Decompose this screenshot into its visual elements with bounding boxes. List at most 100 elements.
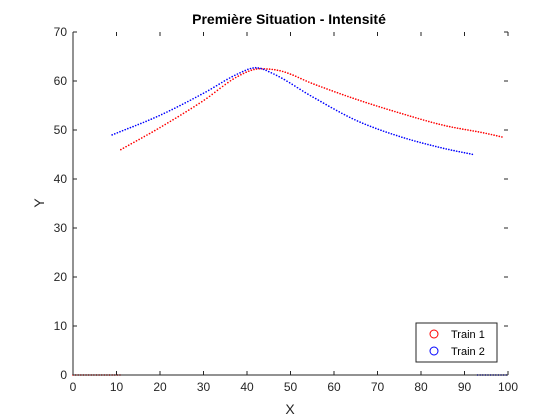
data-point xyxy=(445,148,448,150)
data-point xyxy=(292,74,294,77)
data-point xyxy=(307,81,310,83)
data-point xyxy=(143,135,146,138)
data-point xyxy=(151,131,154,133)
legend: Train 1 Train 2 xyxy=(415,322,498,363)
data-point xyxy=(294,75,297,78)
data-point xyxy=(373,104,375,106)
data-point xyxy=(370,103,373,106)
data-point xyxy=(317,99,320,101)
data-point xyxy=(266,68,268,70)
y-tick-label: 10 xyxy=(54,319,68,333)
x-axis-label: X xyxy=(285,401,295,417)
data-point xyxy=(435,122,438,125)
data-point xyxy=(461,151,463,154)
data-point xyxy=(429,144,432,146)
data-point xyxy=(430,121,433,124)
data-point xyxy=(466,152,468,155)
data-point xyxy=(279,69,281,72)
data-point xyxy=(498,135,501,138)
series-2 xyxy=(111,66,508,376)
data-point xyxy=(382,130,385,133)
x-tick-label: 20 xyxy=(153,380,167,394)
data-point xyxy=(232,78,234,80)
data-point xyxy=(219,87,221,90)
data-point xyxy=(280,77,283,79)
data-point xyxy=(493,134,495,136)
data-point xyxy=(216,89,219,92)
data-point xyxy=(234,76,237,79)
data-point xyxy=(111,134,113,136)
data-point xyxy=(304,91,307,94)
data-point xyxy=(148,132,151,135)
data-point xyxy=(440,146,442,149)
data-point xyxy=(314,97,317,100)
data-point xyxy=(247,70,250,73)
data-point xyxy=(129,126,132,129)
data-point xyxy=(411,139,414,142)
data-point xyxy=(471,153,474,156)
data-point xyxy=(147,119,150,122)
data-point xyxy=(394,110,396,113)
data-point xyxy=(464,128,467,131)
data-point xyxy=(180,114,182,116)
data-point xyxy=(177,115,180,118)
data-point xyxy=(301,90,304,92)
data-point xyxy=(454,126,456,129)
data-point xyxy=(198,102,200,105)
data-point xyxy=(119,130,121,133)
data-point xyxy=(202,92,205,95)
data-point xyxy=(312,96,314,99)
data-point xyxy=(227,81,229,84)
data-point xyxy=(335,109,338,112)
data-point xyxy=(257,67,260,69)
data-point xyxy=(169,120,172,123)
data-point xyxy=(438,123,441,126)
data-point xyxy=(352,97,354,100)
data-point xyxy=(168,109,171,112)
data-point xyxy=(488,133,490,135)
data-point xyxy=(390,132,393,135)
data-point xyxy=(193,105,195,108)
x-tick-label: 100 xyxy=(498,380,518,394)
data-point xyxy=(116,131,119,134)
data-point xyxy=(226,78,228,81)
data-point xyxy=(419,141,421,144)
data-point xyxy=(399,112,401,114)
data-point xyxy=(146,134,148,136)
data-point xyxy=(401,136,403,139)
data-point xyxy=(310,82,313,84)
data-point xyxy=(354,98,357,100)
data-point xyxy=(330,106,333,109)
y-tick-label: 60 xyxy=(54,74,68,88)
data-point xyxy=(273,68,276,71)
x-tick-label: 0 xyxy=(70,380,77,394)
data-point xyxy=(205,90,207,93)
data-point xyxy=(322,102,325,104)
data-point xyxy=(208,95,211,98)
data-point xyxy=(160,113,163,116)
data-point xyxy=(237,75,240,77)
legend-marker-train-1 xyxy=(429,329,439,339)
data-point xyxy=(239,72,241,74)
data-point xyxy=(412,116,415,118)
data-point xyxy=(356,120,359,122)
data-point xyxy=(228,77,231,79)
data-point xyxy=(383,107,386,110)
data-point xyxy=(190,107,193,110)
data-point xyxy=(351,117,354,120)
data-point xyxy=(461,128,464,130)
legend-box xyxy=(415,322,498,363)
data-point xyxy=(221,85,224,88)
data-point xyxy=(458,150,461,153)
data-point xyxy=(174,117,177,120)
y-tick-label: 50 xyxy=(54,123,68,137)
data-point xyxy=(185,110,187,113)
chart-title: Première Situation - Intensité xyxy=(192,11,386,27)
data-point xyxy=(406,137,408,140)
data-point xyxy=(420,118,422,121)
data-point xyxy=(441,124,443,126)
data-point xyxy=(453,149,455,152)
x-tick-label: 80 xyxy=(414,380,428,394)
data-point xyxy=(283,78,286,81)
data-point xyxy=(320,86,323,88)
